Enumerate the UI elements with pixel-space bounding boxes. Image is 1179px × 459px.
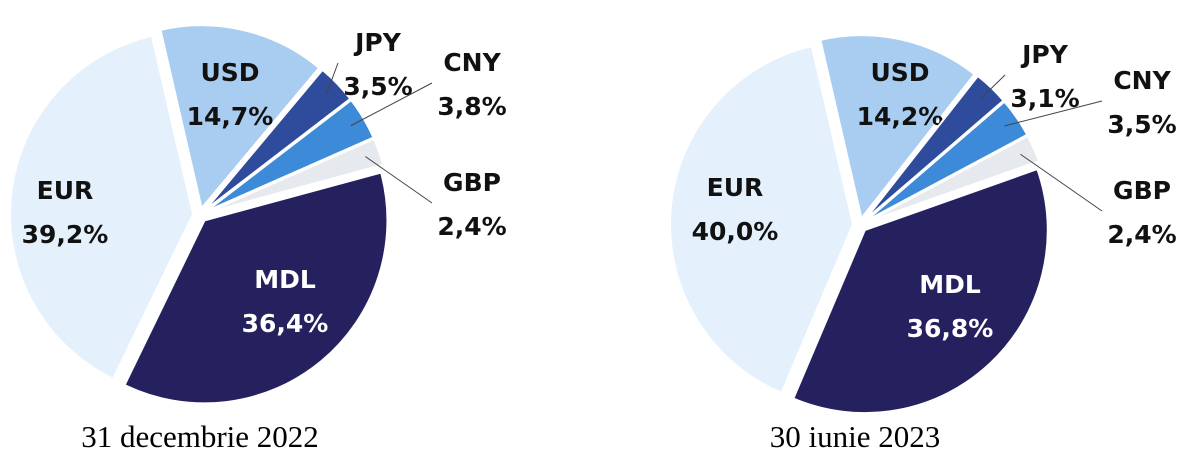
leader-line bbox=[365, 156, 433, 204]
pie-slice bbox=[864, 74, 1005, 221]
pie-slice bbox=[206, 137, 385, 214]
slice-value: 40,0% bbox=[692, 217, 779, 246]
slice-value: 3,1% bbox=[1010, 84, 1079, 113]
pie-slice bbox=[791, 167, 1049, 415]
slice-value: 39,2% bbox=[22, 220, 109, 249]
slice-category: EUR bbox=[707, 173, 764, 202]
slice-value: 2,4% bbox=[1107, 220, 1176, 249]
pie-slice bbox=[123, 171, 389, 405]
pie-slice bbox=[669, 44, 855, 395]
slice-value: 36,4% bbox=[242, 309, 329, 338]
pie-slice bbox=[865, 134, 1041, 224]
leader-line bbox=[1020, 153, 1103, 212]
slice-category: GBP bbox=[1113, 176, 1171, 205]
pie-slice bbox=[9, 34, 195, 381]
leader-line bbox=[326, 62, 339, 94]
slice-category: JPY bbox=[353, 28, 402, 57]
slice-category: USD bbox=[200, 58, 259, 87]
slice-category: MDL bbox=[254, 265, 316, 294]
pie-slice bbox=[865, 100, 1029, 222]
slice-value: 3,5% bbox=[1107, 110, 1176, 139]
slice-category: EUR bbox=[37, 176, 94, 205]
chart-caption: 31 decembrie 2022 bbox=[81, 419, 319, 454]
chart-caption: 30 iunie 2023 bbox=[770, 419, 941, 454]
slice-value: 36,8% bbox=[907, 314, 994, 343]
slice-value: 2,4% bbox=[437, 212, 506, 241]
leader-line bbox=[980, 74, 1006, 99]
slice-value: 3,5% bbox=[343, 72, 412, 101]
slice-category: CNY bbox=[443, 48, 501, 77]
slice-value: 14,7% bbox=[187, 102, 274, 131]
slice-value: 3,8% bbox=[437, 92, 506, 121]
pie-slice bbox=[819, 34, 976, 221]
slice-category: USD bbox=[870, 58, 929, 87]
slice-value: 14,2% bbox=[857, 102, 944, 131]
leader-line bbox=[1004, 100, 1103, 127]
slice-category: JPY bbox=[1020, 40, 1069, 69]
slice-category: GBP bbox=[443, 168, 501, 197]
slice-category: MDL bbox=[919, 270, 981, 299]
pie-slice bbox=[159, 24, 321, 211]
leader-line bbox=[350, 82, 433, 127]
slice-category: CNY bbox=[1113, 66, 1171, 95]
pie-slice bbox=[204, 68, 352, 211]
pie-slice bbox=[205, 98, 375, 213]
